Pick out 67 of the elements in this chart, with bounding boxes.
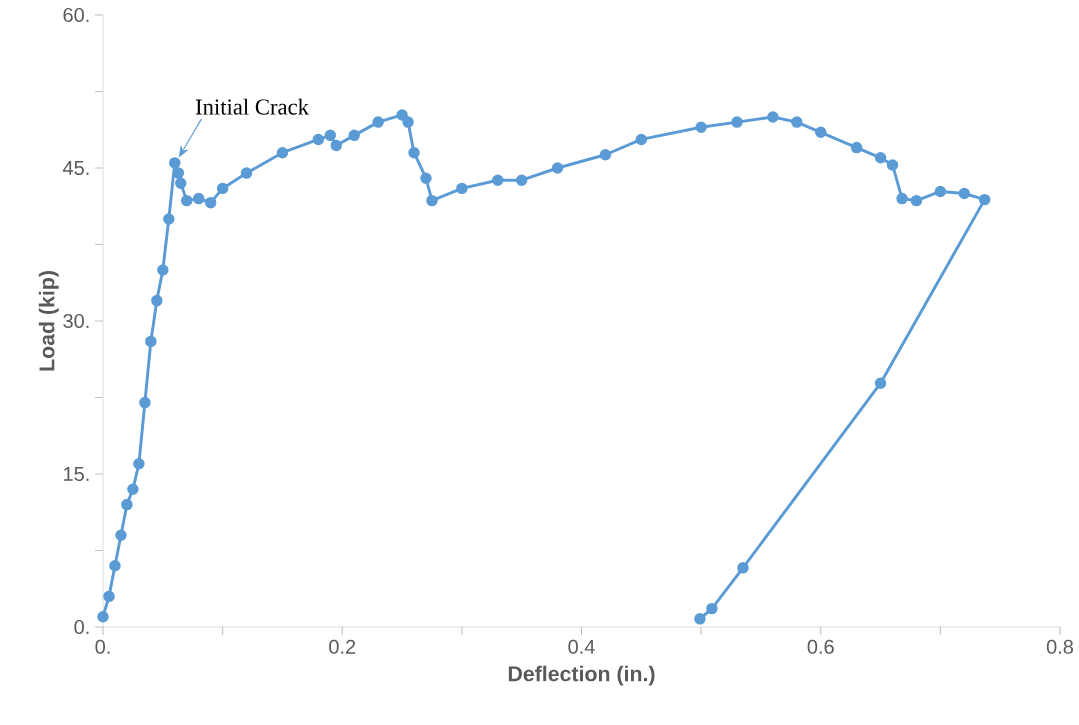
point xyxy=(181,194,193,207)
y-tick-label: 60. xyxy=(63,7,89,23)
point xyxy=(145,335,157,348)
point xyxy=(850,141,863,154)
point xyxy=(958,187,971,200)
point xyxy=(791,116,803,128)
point xyxy=(372,116,384,128)
x-tick-label: 0. xyxy=(95,639,110,654)
point xyxy=(408,146,420,159)
point xyxy=(163,213,175,225)
point xyxy=(492,174,504,186)
point xyxy=(815,126,827,139)
annotation: Initial Crack xyxy=(195,98,309,115)
point xyxy=(874,377,887,389)
point xyxy=(396,109,408,121)
point xyxy=(910,194,923,207)
point xyxy=(886,159,899,171)
point xyxy=(139,396,151,409)
x-tick-label: 0.4 xyxy=(568,639,595,654)
x-axis-title: Deflection (in.) xyxy=(508,665,655,686)
y-tick-label: 0. xyxy=(74,619,89,635)
point xyxy=(426,194,438,207)
point xyxy=(402,116,414,128)
point xyxy=(204,196,217,209)
point xyxy=(169,157,181,169)
point xyxy=(978,193,991,206)
point xyxy=(330,139,343,152)
point xyxy=(874,152,887,164)
y-tick-label: 30. xyxy=(63,313,89,329)
point xyxy=(515,174,528,186)
x-tick-label: 0.8 xyxy=(1046,639,1074,654)
point xyxy=(109,560,121,572)
point xyxy=(635,133,648,146)
point xyxy=(103,590,115,603)
point xyxy=(767,111,779,123)
point xyxy=(157,264,169,276)
point xyxy=(694,613,706,625)
point xyxy=(737,562,749,574)
point xyxy=(934,185,947,198)
y-axis-title: Load (kip) xyxy=(38,271,59,371)
point xyxy=(192,192,205,205)
point xyxy=(695,121,707,133)
point xyxy=(706,602,718,615)
point xyxy=(276,146,289,159)
x-tick-label: 0.2 xyxy=(329,639,356,654)
point xyxy=(731,116,743,128)
point xyxy=(121,498,133,511)
x-tick-label: 0.6 xyxy=(807,639,834,654)
point xyxy=(599,148,612,161)
point xyxy=(175,177,187,190)
point xyxy=(324,129,337,142)
point xyxy=(240,167,253,179)
point xyxy=(172,167,185,179)
point xyxy=(551,162,564,174)
point xyxy=(127,483,139,496)
point xyxy=(896,192,908,205)
point xyxy=(216,182,229,195)
point xyxy=(312,133,325,146)
y-tick-label: 45. xyxy=(62,161,89,175)
point xyxy=(420,172,432,184)
point xyxy=(97,611,109,623)
y-tick-label: 15. xyxy=(64,467,89,481)
point xyxy=(133,458,145,470)
point xyxy=(348,129,360,142)
point xyxy=(151,294,163,307)
point xyxy=(115,529,127,541)
point xyxy=(456,182,468,195)
